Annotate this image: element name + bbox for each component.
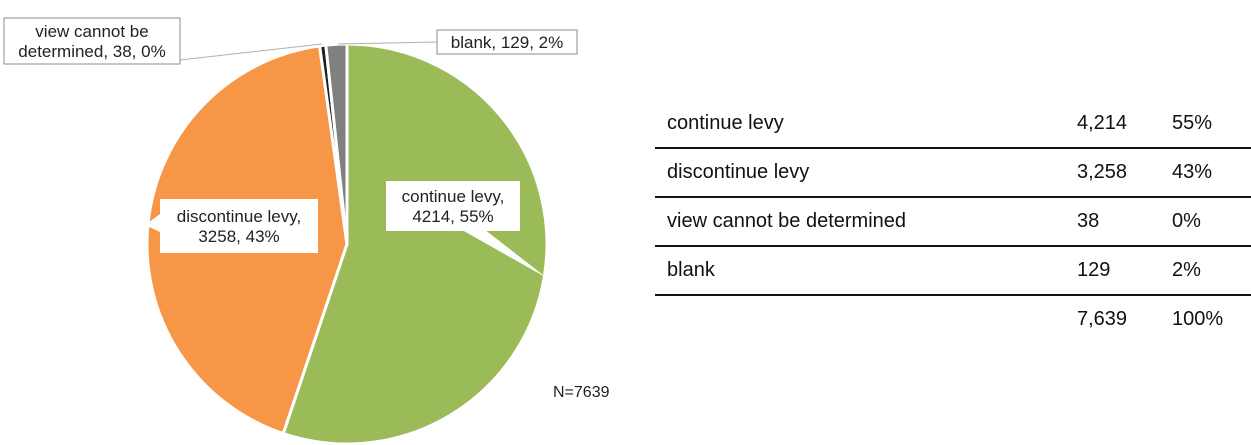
total-count: 7,639 xyxy=(1077,308,1128,330)
row-label xyxy=(655,295,1077,343)
table-row-view-cannot-be-determined: view cannot be determined 38 0% xyxy=(655,197,1251,247)
row-label: view cannot be determined xyxy=(655,197,1077,247)
row-percent: 43% xyxy=(1172,148,1251,198)
sample-size-label: N=7639 xyxy=(553,384,610,401)
table-row-total: 7,639 100% xyxy=(655,295,1251,343)
table-row-continue-levy: continue levy 4,214 55% xyxy=(655,100,1251,149)
data-label-discontinue-levy: discontinue levy,3258, 43% xyxy=(145,199,318,253)
row-label: continue levy xyxy=(655,100,1077,149)
row-percent: 0% xyxy=(1172,197,1251,247)
data-label-text: 4214, 55% xyxy=(412,207,493,226)
row-label: blank xyxy=(655,246,1077,296)
row-count: 4,214 xyxy=(1077,100,1172,149)
summary-table: continue levy 4,214 55% discontinue levy… xyxy=(655,100,1251,343)
row-count: 3,258 xyxy=(1077,148,1172,198)
row-percent: 2% xyxy=(1172,246,1251,296)
table-row-blank: blank 129 2% xyxy=(655,246,1251,296)
data-label-blank: blank, 129, 2% xyxy=(337,29,578,55)
data-label-text: continue levy, xyxy=(402,187,505,206)
row-percent: 55% xyxy=(1172,100,1251,149)
data-label-text: 3258, 43% xyxy=(198,227,279,246)
total-percent: 100% xyxy=(1172,308,1224,330)
data-label-text: blank, 129, 2% xyxy=(451,33,563,52)
data-label-text: view cannot be xyxy=(35,22,148,41)
row-count: 38 xyxy=(1077,197,1172,247)
row-count: 129 xyxy=(1077,246,1172,296)
data-label-text: discontinue levy, xyxy=(177,207,301,226)
row-label: discontinue levy xyxy=(655,148,1077,198)
data-label-text: determined, 38, 0% xyxy=(18,42,165,61)
pie-chart: continue levy,4214, 55% discontinue levy,… xyxy=(3,17,578,445)
table-row-discontinue-levy: discontinue levy 3,258 43% xyxy=(655,148,1251,198)
data-label-continue-levy: continue levy,4214, 55% xyxy=(386,181,547,278)
